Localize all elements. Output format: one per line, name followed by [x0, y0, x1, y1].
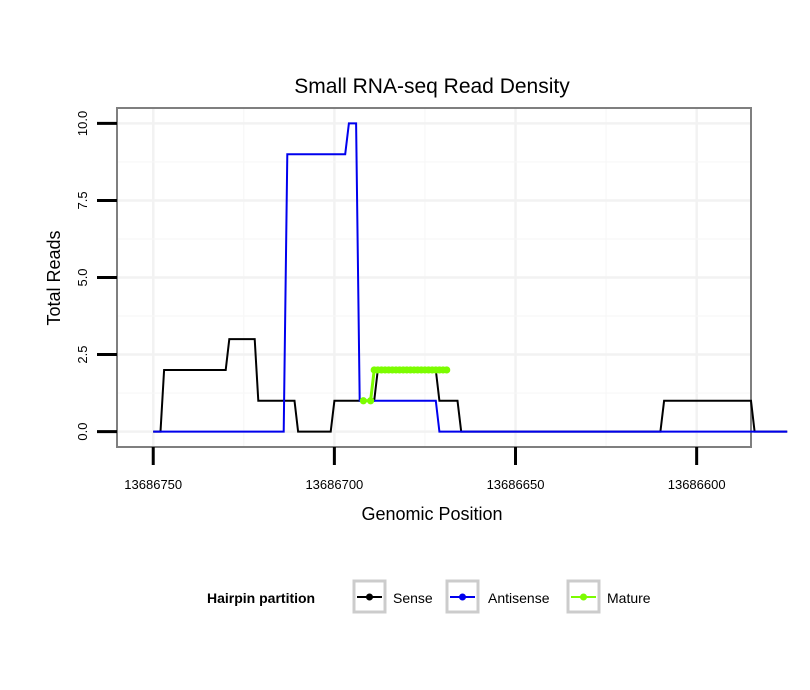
legend-key-point: [580, 593, 587, 601]
y-axis-label: Total Reads: [44, 230, 64, 325]
y-tick-label: 0.0: [75, 423, 90, 441]
legend-label-sense: Sense: [393, 590, 433, 606]
legend-label-mature: Mature: [607, 590, 651, 606]
x-tick-label: 13686600: [668, 477, 726, 492]
y-tick-label: 5.0: [75, 268, 90, 286]
mature-point: [359, 397, 367, 405]
chart-title: Small RNA-seq Read Density: [294, 75, 570, 98]
legend: Hairpin partition Sense Antisense Mature: [207, 579, 651, 614]
y-tick-label: 7.5: [75, 191, 90, 209]
legend-key-point: [459, 593, 466, 601]
y-tick-label: 10.0: [75, 111, 90, 136]
series-line-sense: [153, 338, 788, 433]
x-tick-label: 13686750: [124, 477, 182, 492]
x-tick-label: 13686700: [305, 477, 363, 492]
y-tick-label: 2.5: [75, 346, 90, 364]
axes: 0.0 2.5 5.0 7.5 10.0 13686750 13686700 13686650…: [75, 111, 726, 492]
series-line-antisense: [153, 122, 788, 433]
legend-label-antisense: Antisense: [488, 590, 550, 606]
legend-key-point: [366, 593, 373, 601]
x-tick-label: 13686650: [487, 477, 545, 492]
mature-point: [367, 397, 375, 405]
x-axis-label: Genomic Position: [361, 504, 502, 524]
mature-point: [443, 366, 451, 374]
legend-title: Hairpin partition: [207, 590, 315, 606]
series-layer: [153, 122, 788, 433]
grid: [117, 108, 751, 447]
